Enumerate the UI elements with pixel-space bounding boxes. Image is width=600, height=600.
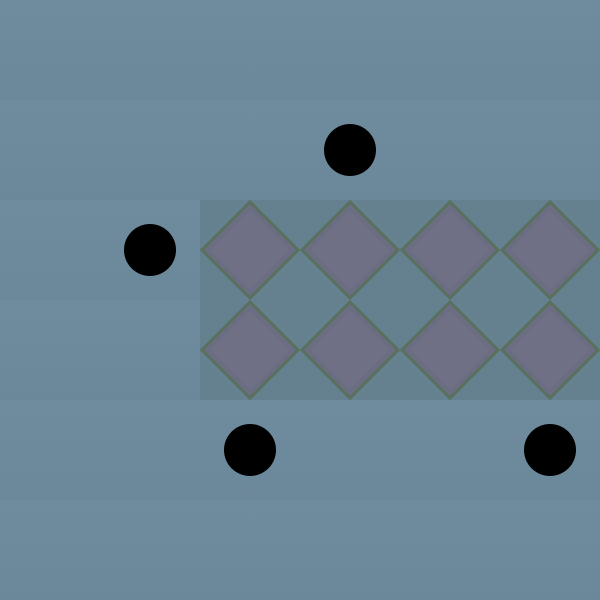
- floor-cell: [300, 400, 400, 500]
- floor-cell: [100, 100, 200, 200]
- diamond-shape: [500, 200, 600, 300]
- diamond-tile[interactable]: [200, 300, 300, 400]
- diamond-highlight: [310, 310, 390, 390]
- black-piece[interactable]: [224, 424, 276, 476]
- diamond-highlight: [210, 210, 290, 290]
- black-piece[interactable]: [324, 124, 376, 176]
- diamond-highlight: [310, 210, 390, 290]
- diamond-shape: [400, 200, 500, 300]
- diamond-shape: [200, 200, 300, 300]
- floor-cell: [0, 300, 100, 400]
- diamond-shape: [400, 300, 500, 400]
- floor-cell: [400, 500, 500, 600]
- floor-cell: [300, 500, 400, 600]
- floor-cell: [0, 200, 100, 300]
- diamond-tile[interactable]: [400, 200, 500, 300]
- floor-cell: [400, 0, 500, 100]
- floor-cell: [100, 500, 200, 600]
- diamond-shape: [300, 300, 400, 400]
- diamond-highlight: [510, 210, 590, 290]
- diamond-shape: [300, 200, 400, 300]
- diamond-highlight: [410, 310, 490, 390]
- floor-cell: [500, 100, 600, 200]
- floor-cell: [400, 400, 500, 500]
- floor-cell: [500, 0, 600, 100]
- diamond-highlight: [210, 310, 290, 390]
- floor-cell: [0, 500, 100, 600]
- floor-cell: [0, 400, 100, 500]
- diamond-highlight: [410, 210, 490, 290]
- diamond-tile[interactable]: [300, 200, 400, 300]
- floor-cell: [400, 100, 500, 200]
- diamond-shape: [200, 300, 300, 400]
- floor-cell: [200, 500, 300, 600]
- floor-cell: [0, 100, 100, 200]
- diamond-tile[interactable]: [500, 200, 600, 300]
- floor-cell: [100, 400, 200, 500]
- diamond-tile[interactable]: [400, 300, 500, 400]
- black-piece[interactable]: [124, 224, 176, 276]
- diamond-tile[interactable]: [200, 200, 300, 300]
- black-piece[interactable]: [524, 424, 576, 476]
- floor-cell: [0, 0, 100, 100]
- diamond-shape: [500, 300, 600, 400]
- diamond-tile[interactable]: [500, 300, 600, 400]
- floor-cell: [100, 300, 200, 400]
- floor-cell: [200, 0, 300, 100]
- floor-cell: [500, 500, 600, 600]
- floor-cell: [100, 0, 200, 100]
- floor-cell: [200, 100, 300, 200]
- diamond-highlight: [510, 310, 590, 390]
- floor-cell: [300, 0, 400, 100]
- diamond-tile[interactable]: [300, 300, 400, 400]
